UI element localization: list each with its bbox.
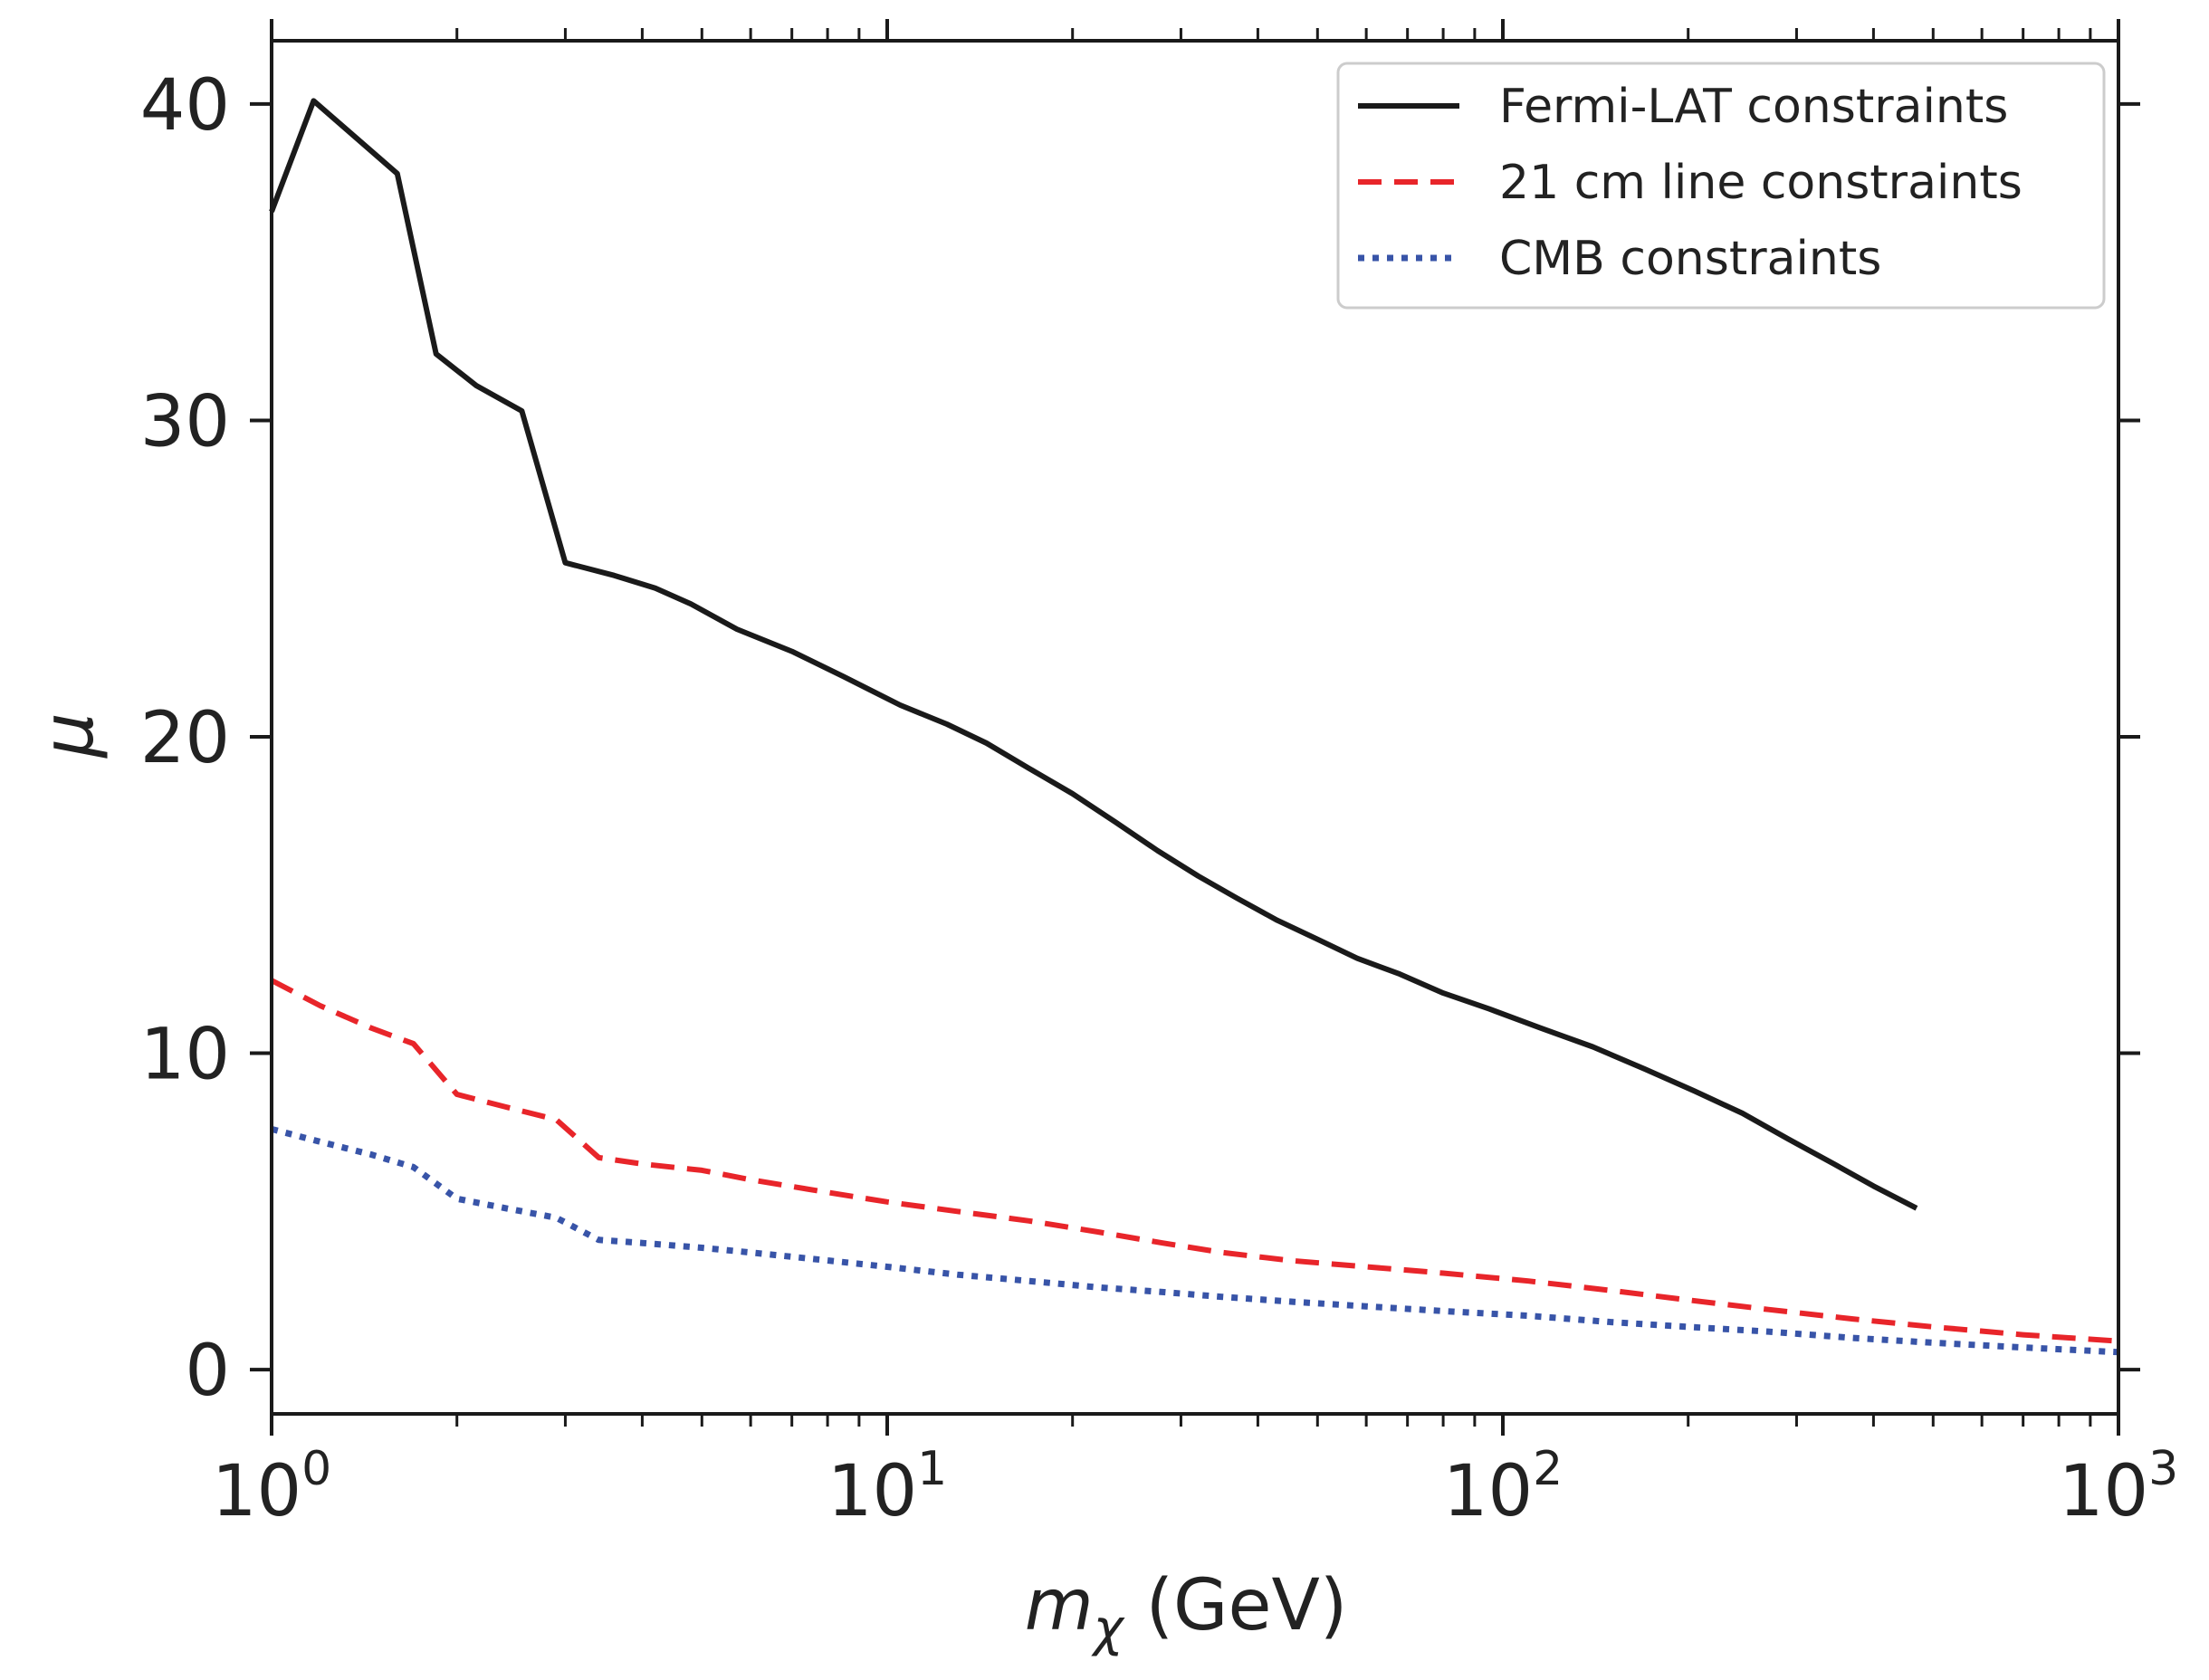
y-tick-label: 30 (140, 381, 230, 463)
x-tick-label: 100 (212, 1442, 331, 1532)
legend-label-1: Fermi-LAT constraints (1499, 80, 2008, 134)
y-tick-label: 20 (140, 698, 230, 779)
legend-label-2: 21 cm line constraints (1499, 156, 2023, 210)
series-line-2 (270, 978, 2119, 1344)
x-tick-label: 102 (1443, 1442, 1563, 1532)
x-axis-unit-text: (GeV) (1146, 1565, 1348, 1647)
legend: Fermi-LAT constraints 21 cm line constrai… (1336, 62, 2106, 310)
y-tick-label: 10 (140, 1015, 230, 1096)
x-axis-symbol: m (1025, 1565, 1094, 1647)
series-line-1 (269, 98, 1918, 1211)
x-tick-label: 101 (827, 1442, 947, 1532)
y-axis-title: μ (28, 712, 110, 759)
y-tick-label: 0 (185, 1331, 230, 1412)
legend-box (1336, 62, 2106, 310)
series-layer (269, 98, 2119, 1356)
ticks-layer: 100 101 102 103 0 10 20 30 40 (140, 19, 2178, 1532)
x-tick-label: 103 (2059, 1442, 2178, 1532)
legend-label-3: CMB constraints (1499, 232, 1881, 286)
y-tick-label: 40 (140, 65, 230, 147)
series-line-3 (271, 1126, 2119, 1356)
x-axis-subscript: χ (1091, 1599, 1125, 1658)
x-axis-title: mχ (GeV) (1025, 1565, 1348, 1658)
plot-frame (270, 39, 2120, 1416)
x-axis-unit (1124, 1565, 1146, 1647)
